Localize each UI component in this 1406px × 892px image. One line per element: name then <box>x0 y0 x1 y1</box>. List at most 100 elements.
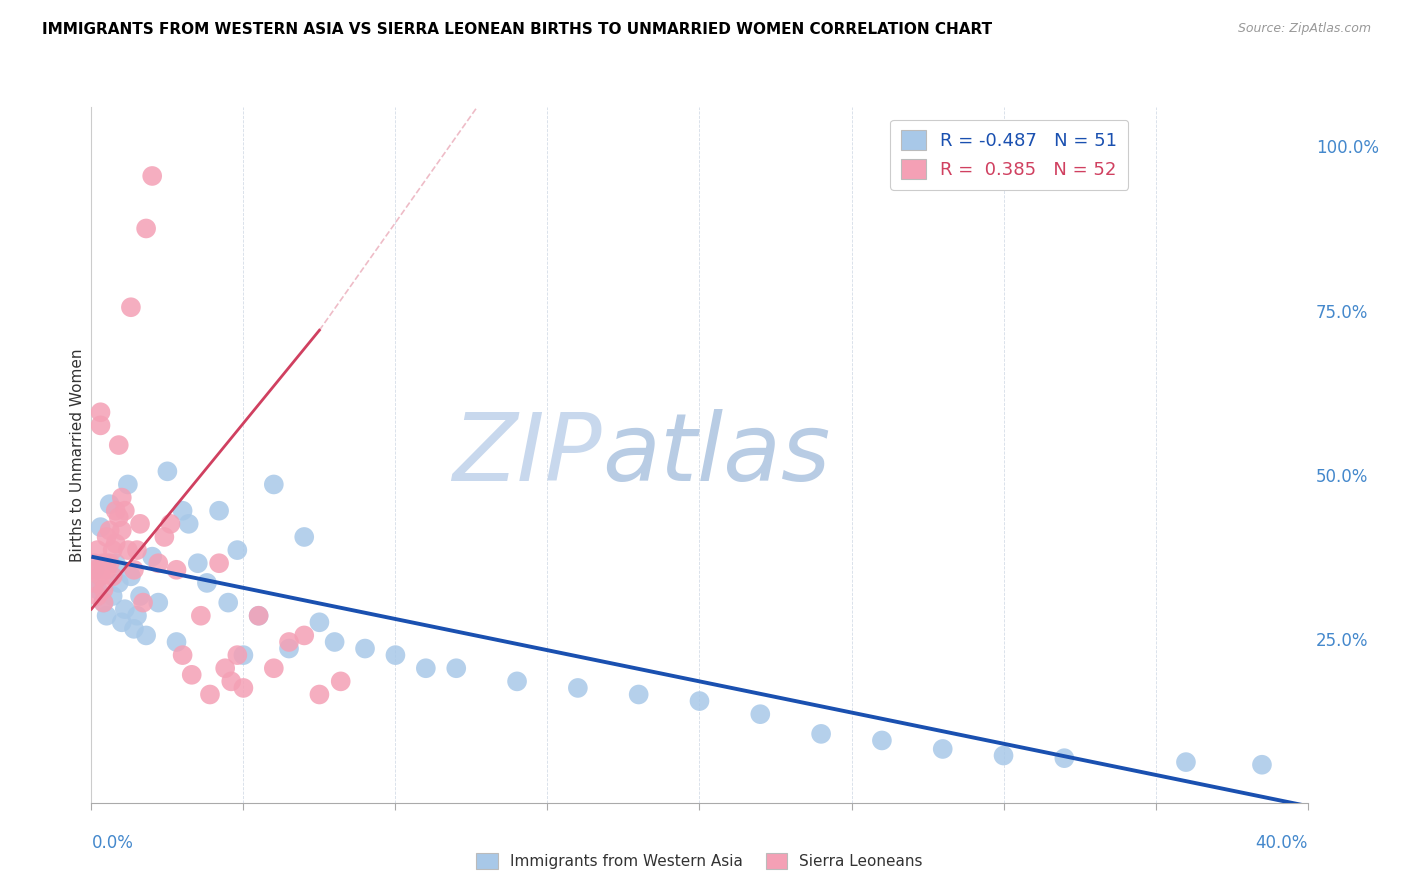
Point <box>93 596 115 610</box>
Point <box>263 477 285 491</box>
Y-axis label: Births to Unmarried Women: Births to Unmarried Women <box>70 348 84 562</box>
Point <box>96 556 118 570</box>
Point <box>627 688 650 702</box>
Point <box>86 589 108 603</box>
Point <box>208 504 231 518</box>
Point <box>292 530 315 544</box>
Point <box>86 582 108 597</box>
Legend: Immigrants from Western Asia, Sierra Leoneans: Immigrants from Western Asia, Sierra Leo… <box>470 847 929 875</box>
Point <box>89 569 111 583</box>
Point <box>308 615 330 630</box>
Point <box>89 405 111 419</box>
Point <box>125 608 148 623</box>
Point <box>278 635 301 649</box>
Point <box>101 569 124 583</box>
Point <box>247 608 270 623</box>
Point <box>89 520 111 534</box>
Point <box>93 596 115 610</box>
Point <box>870 733 893 747</box>
Point <box>132 596 155 610</box>
Point <box>217 596 239 610</box>
Point <box>107 510 129 524</box>
Point <box>208 556 231 570</box>
Point <box>1174 755 1197 769</box>
Point <box>135 628 157 642</box>
Point <box>114 602 136 616</box>
Point <box>111 524 134 538</box>
Point <box>198 688 221 702</box>
Text: Source: ZipAtlas.com: Source: ZipAtlas.com <box>1237 22 1371 36</box>
Point <box>214 661 236 675</box>
Point <box>114 504 136 518</box>
Point <box>83 575 105 590</box>
Point <box>1251 757 1274 772</box>
Point <box>278 641 301 656</box>
Point <box>323 635 346 649</box>
Point <box>180 668 202 682</box>
Point <box>172 648 194 662</box>
Point <box>232 648 254 662</box>
Point <box>117 543 139 558</box>
Point <box>156 464 179 478</box>
Point <box>190 608 212 623</box>
Text: IMMIGRANTS FROM WESTERN ASIA VS SIERRA LEONEAN BIRTHS TO UNMARRIED WOMEN CORRELA: IMMIGRANTS FROM WESTERN ASIA VS SIERRA L… <box>42 22 993 37</box>
Point <box>153 530 176 544</box>
Point <box>98 524 121 538</box>
Point <box>101 589 124 603</box>
Point <box>444 661 467 675</box>
Text: 0.0%: 0.0% <box>91 834 134 852</box>
Point <box>107 438 129 452</box>
Point <box>98 556 121 570</box>
Point <box>98 497 121 511</box>
Point <box>263 661 285 675</box>
Point <box>159 516 181 531</box>
Point <box>226 648 249 662</box>
Point <box>96 608 118 623</box>
Point <box>195 575 218 590</box>
Point <box>329 674 352 689</box>
Point <box>292 628 315 642</box>
Point <box>111 615 134 630</box>
Point <box>172 504 194 518</box>
Point <box>122 622 145 636</box>
Point <box>247 608 270 623</box>
Point <box>141 169 163 183</box>
Point <box>107 575 129 590</box>
Point <box>148 596 170 610</box>
Point <box>177 516 200 531</box>
Point <box>141 549 163 564</box>
Point <box>93 556 115 570</box>
Point <box>86 563 108 577</box>
Point <box>86 543 108 558</box>
Point <box>122 563 145 577</box>
Text: 40.0%: 40.0% <box>1256 834 1308 852</box>
Point <box>166 563 188 577</box>
Point <box>101 543 124 558</box>
Point <box>104 556 127 570</box>
Point <box>384 648 406 662</box>
Point <box>810 727 832 741</box>
Point <box>567 681 589 695</box>
Point <box>120 300 142 314</box>
Point <box>135 221 157 235</box>
Point <box>125 543 148 558</box>
Point <box>166 635 188 649</box>
Point <box>232 681 254 695</box>
Point <box>931 742 953 756</box>
Point <box>120 569 142 583</box>
Point <box>506 674 529 689</box>
Point <box>104 504 127 518</box>
Point <box>688 694 710 708</box>
Point <box>83 556 105 570</box>
Point <box>89 418 111 433</box>
Point <box>749 707 772 722</box>
Point <box>129 589 152 603</box>
Point <box>415 661 437 675</box>
Point <box>117 477 139 491</box>
Point <box>219 674 242 689</box>
Point <box>111 491 134 505</box>
Point <box>308 688 330 702</box>
Point <box>993 748 1015 763</box>
Point <box>104 536 127 550</box>
Point <box>93 582 115 597</box>
